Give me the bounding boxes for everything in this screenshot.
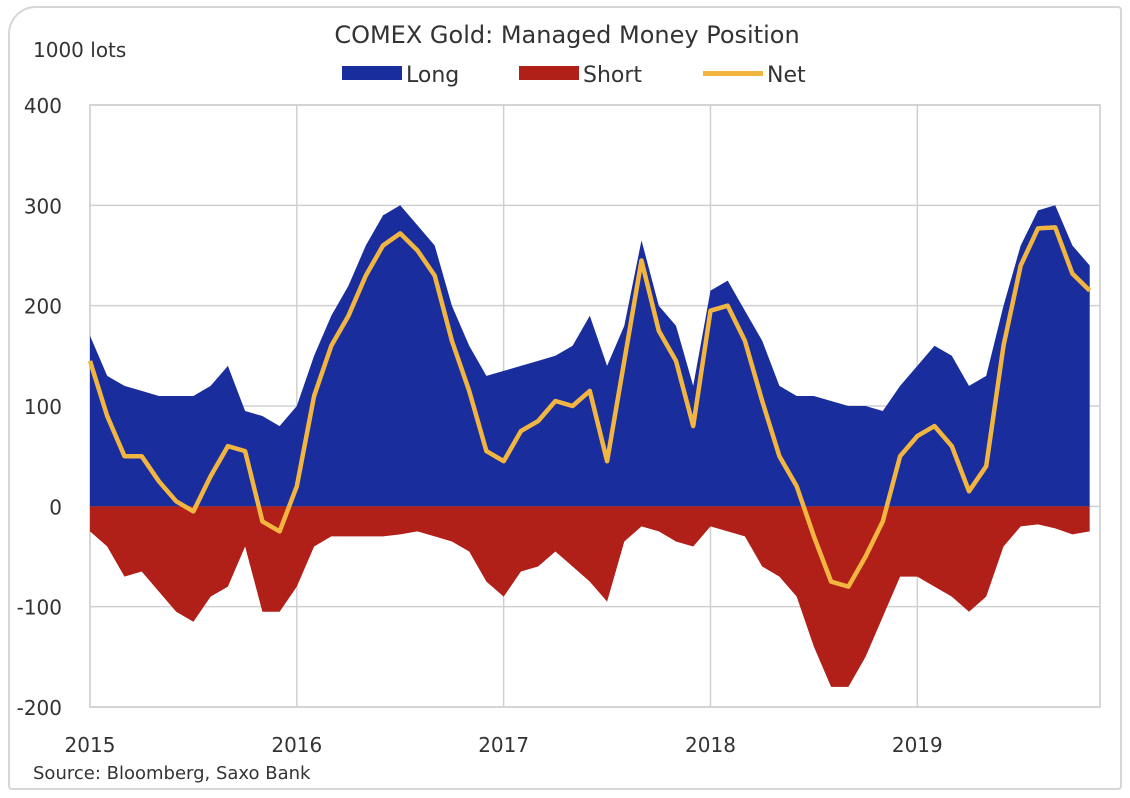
y-tick-label: -100: [17, 596, 62, 620]
legend-swatch-short: [519, 66, 579, 80]
legend-label-long: Long: [406, 63, 459, 88]
y-tick-label: 100: [24, 395, 62, 419]
chart-title: COMEX Gold: Managed Money Position: [334, 21, 799, 49]
legend-swatch-long: [342, 66, 402, 80]
x-tick-label: 2018: [685, 733, 736, 757]
y-tick-label: -200: [17, 696, 62, 720]
chart-frame: [8, 6, 1122, 790]
legend-label-short: Short: [583, 63, 642, 88]
x-tick-label: 2015: [65, 733, 116, 757]
source-note: Source: Bloomberg, Saxo Bank: [33, 763, 311, 784]
y-tick-label: 200: [24, 295, 62, 319]
legend: Long Short Net: [342, 63, 806, 88]
legend-label-net: Net: [767, 63, 806, 88]
y-tick-label: 0: [49, 495, 62, 519]
x-tick-label: 2016: [271, 733, 322, 757]
area-long: [90, 205, 1090, 507]
y-tick-label: 400: [24, 94, 62, 118]
legend-swatch-net: [703, 71, 763, 76]
y-tick-label: 300: [24, 194, 62, 218]
y-axis-unit-label: 1000 lots: [33, 38, 126, 62]
x-tick-label: 2019: [892, 733, 943, 757]
area-short: [90, 506, 1090, 687]
x-tick-label: 2017: [478, 733, 529, 757]
